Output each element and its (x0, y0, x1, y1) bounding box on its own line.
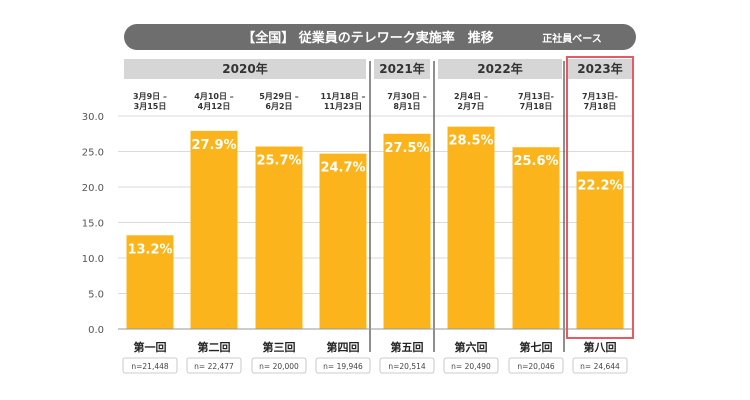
y-tick-label-4: 20.0 (82, 183, 104, 194)
sample-size-label-2: n= 22,477 (194, 362, 234, 371)
period-start-label-8: 7月13日- (582, 92, 618, 101)
sample-size-box-2 (186, 357, 242, 374)
y-tick-label-6: 30.0 (82, 112, 104, 123)
sample-size-label-5: n=20,514 (388, 362, 426, 371)
bar-value-label-8: 22.2% (577, 178, 622, 193)
period-start-label-5: 7月30日 – (387, 92, 426, 101)
bar-value-label-2: 27.9% (191, 138, 236, 153)
period-end-label-5: 8月1日 (393, 102, 420, 111)
year-label-3: 2022年 (477, 61, 522, 76)
sample-size-label-1: n=21,448 (131, 362, 169, 371)
sample-size-label-7: n=20,046 (517, 362, 555, 371)
bar-value-label-7: 25.6% (513, 154, 558, 169)
sample-size-label-3: n= 20,000 (259, 362, 299, 371)
category-label-8: 第八回 (584, 340, 617, 354)
y-tick-label-2: 10.0 (82, 254, 104, 265)
chart-basis-note: 正社員ベース (542, 32, 602, 45)
period-end-label-6: 2月7日 (457, 102, 484, 111)
category-label-7: 第七回 (520, 340, 553, 354)
period-end-label-4: 11月23日 (324, 102, 362, 111)
y-tick-label-1: 5.0 (88, 290, 104, 301)
bar-value-label-3: 25.7% (256, 154, 301, 169)
sample-size-box-4 (315, 357, 371, 374)
period-start-label-3: 5月29日 – (259, 92, 298, 101)
category-label-5: 第五回 (391, 340, 424, 354)
sample-size-box-8 (572, 357, 628, 374)
bar-3 (255, 146, 303, 329)
period-end-label-7: 7月18日 (520, 102, 553, 111)
year-label-4: 2023年 (577, 61, 622, 76)
y-tick-label-3: 15.0 (82, 219, 104, 230)
year-band-3 (438, 59, 562, 79)
year-label-1: 2020年 (222, 61, 267, 76)
period-end-label-1: 3月15日 (134, 102, 167, 111)
chart-title: 【全国】 従業員のテレワーク実施率 推移 (242, 30, 494, 46)
category-label-1: 第一回 (134, 340, 167, 354)
category-label-2: 第二回 (198, 340, 231, 354)
bar-value-label-1: 13.2% (127, 242, 172, 257)
period-start-label-4: 11月18日 – (320, 92, 365, 101)
bar-4 (319, 153, 367, 329)
bar-value-label-4: 24.7% (320, 161, 365, 176)
year-band-2 (374, 59, 430, 79)
bar-8 (576, 171, 624, 329)
sample-size-box-7 (508, 357, 564, 374)
bar-7 (512, 147, 560, 329)
sample-size-label-6: n= 20,490 (451, 362, 491, 371)
category-label-3: 第三回 (263, 340, 296, 354)
header-banner (124, 24, 636, 50)
y-tick-label-0: 0.0 (88, 325, 104, 336)
sample-size-box-1 (122, 357, 178, 374)
bar-5 (383, 133, 431, 329)
sample-size-box-3 (251, 357, 307, 374)
period-start-label-7: 7月13日- (518, 92, 554, 101)
year-label-2: 2021年 (379, 61, 424, 76)
period-end-label-2: 4月12日 (198, 102, 231, 111)
sample-size-box-6 (443, 357, 499, 374)
category-label-4: 第四回 (327, 340, 360, 354)
period-start-label-1: 3月9日 – (133, 92, 167, 101)
sample-size-box-5 (379, 357, 435, 374)
sample-size-label-8: n= 24,644 (580, 362, 620, 371)
bar-2 (190, 130, 238, 329)
year-band-4 (568, 59, 632, 79)
year-band-1 (124, 59, 366, 79)
sample-size-label-4: n= 19,946 (323, 362, 363, 371)
y-tick-label-5: 25.0 (82, 148, 104, 159)
period-end-label-8: 7月18日 (584, 102, 617, 111)
period-end-label-3: 6月2日 (265, 102, 292, 111)
category-label-6: 第六回 (455, 340, 488, 354)
bar-value-label-6: 28.5% (448, 134, 493, 149)
bar-6 (447, 126, 495, 330)
bar-1 (126, 235, 174, 329)
highlight-frame (566, 56, 634, 339)
period-start-label-6: 2月4日 – (454, 92, 488, 101)
bar-value-label-5: 27.5% (384, 141, 429, 156)
period-start-label-2: 4月10日 – (194, 92, 233, 101)
